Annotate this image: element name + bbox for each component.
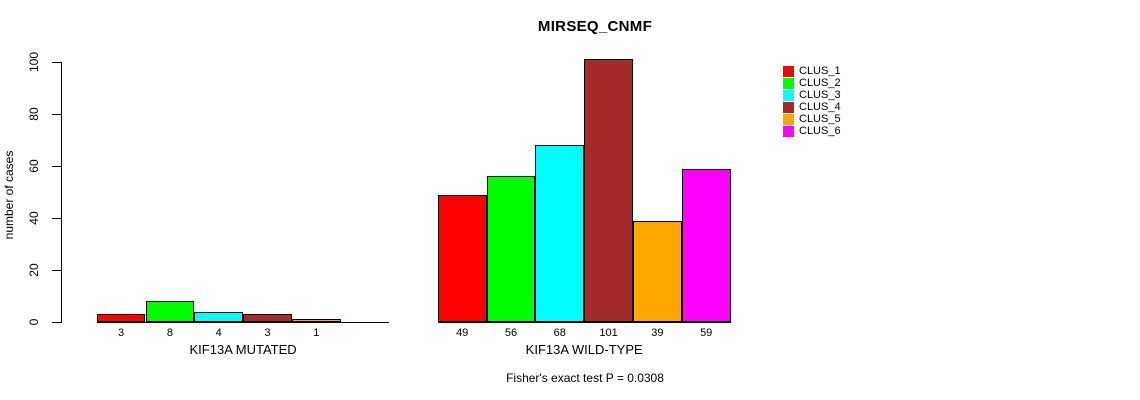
legend-swatch — [783, 89, 794, 101]
bar-value-label: 59 — [700, 326, 713, 339]
legend-label: CLUS_3 — [799, 89, 841, 101]
legend-swatch — [783, 101, 794, 113]
y-tick-label: 20 — [27, 263, 41, 277]
legend-item-clus_2: CLUS_2 — [783, 77, 841, 89]
legend-label: CLUS_5 — [799, 113, 841, 125]
legend-swatch — [783, 65, 794, 77]
bar-clus_3-kif13a-wild-type — [535, 145, 585, 322]
legend-swatch — [783, 125, 794, 137]
y-tick-label: 100 — [27, 51, 41, 73]
bar-value-label: 4 — [215, 326, 222, 339]
x-group-label-kif13a-mutated: KIF13A MUTATED — [189, 342, 297, 357]
bar-value-label: 1 — [313, 326, 320, 339]
legend-swatch — [783, 77, 794, 89]
x-group-label-kif13a-wild-type: KIF13A WILD-TYPE — [525, 342, 643, 357]
chart-title: MIRSEQ_CNMF — [537, 18, 653, 35]
legend-item-clus_5: CLUS_5 — [783, 113, 841, 125]
legend-item-clus_1: CLUS_1 — [783, 65, 841, 77]
y-tick-label: 40 — [27, 211, 41, 225]
y-axis-line — [61, 62, 62, 323]
bar-clus_2-kif13a-wild-type — [486, 176, 536, 322]
bar-value-label: 8 — [166, 326, 173, 339]
y-tick — [52, 114, 61, 115]
bar-value-label: 49 — [456, 326, 469, 339]
group-baseline-kif13a-wild-type — [437, 322, 731, 323]
legend: CLUS_1 CLUS_2 CLUS_3 CLUS_4 CLUS_5 CLUS_6 — [783, 65, 841, 137]
legend-label: CLUS_1 — [799, 65, 841, 77]
bar-value-label: 101 — [599, 326, 618, 339]
bar-value-label: 3 — [264, 326, 271, 339]
bar-clus_5-kif13a-mutated — [291, 319, 341, 322]
y-tick — [52, 166, 61, 167]
fisher-test-note: Fisher's exact test P = 0.0308 — [506, 371, 664, 385]
bar-clus_2-kif13a-mutated — [145, 301, 195, 322]
legend-swatch — [783, 113, 794, 125]
legend-item-clus_6: CLUS_6 — [783, 125, 841, 137]
y-tick — [52, 322, 61, 323]
bar-clus_1-kif13a-wild-type — [437, 195, 487, 322]
bar-value-label: 3 — [118, 326, 125, 339]
bar-clus_5-kif13a-wild-type — [633, 221, 682, 322]
bar-clus_1-kif13a-mutated — [96, 314, 146, 322]
y-tick — [52, 270, 61, 271]
bar-clus_3-kif13a-mutated — [194, 312, 244, 322]
legend-label: CLUS_2 — [799, 77, 841, 89]
bar-value-label: 68 — [553, 326, 566, 339]
bar-value-label: 56 — [504, 326, 518, 339]
legend-item-clus_4: CLUS_4 — [783, 101, 841, 113]
group-baseline-kif13a-mutated — [96, 322, 390, 323]
y-tick-label: 60 — [27, 159, 41, 173]
y-tick — [52, 62, 61, 63]
bar-clus_6-kif13a-wild-type — [681, 169, 731, 322]
y-tick-label: 0 — [27, 318, 41, 326]
y-tick — [52, 218, 61, 219]
bar-value-label: 39 — [651, 326, 664, 339]
legend-item-clus_3: CLUS_3 — [783, 89, 841, 101]
bar-clus_4-kif13a-wild-type — [584, 59, 633, 322]
legend-label: CLUS_4 — [799, 101, 841, 113]
y-tick-label: 80 — [27, 107, 41, 121]
legend-label: CLUS_6 — [799, 125, 841, 137]
y-axis-title: number of cases — [2, 150, 16, 240]
bar-clus_4-kif13a-mutated — [243, 314, 292, 322]
